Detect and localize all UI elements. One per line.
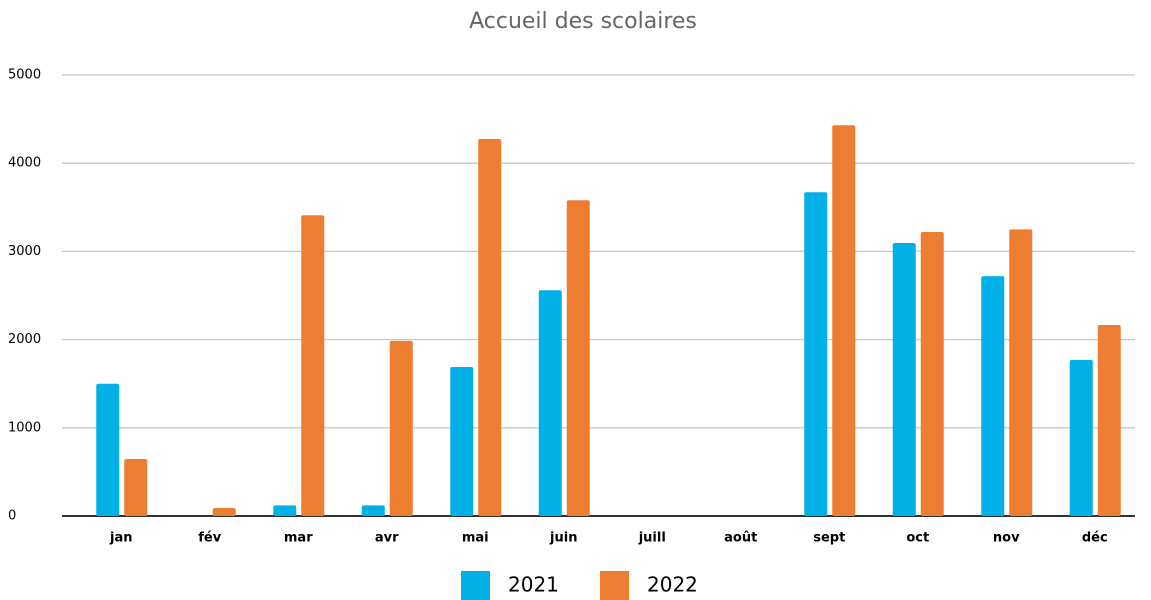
- x-tick-label: jan: [109, 531, 132, 546]
- bar: [124, 459, 148, 516]
- bar: [478, 138, 502, 516]
- x-tick-label: juin: [549, 531, 577, 546]
- chart-title: Accueil des scolaires: [469, 9, 697, 34]
- bar: [1097, 325, 1121, 516]
- y-tick-label: 1000: [8, 420, 41, 435]
- y-tick-label: 0: [8, 509, 16, 524]
- bar: [361, 505, 385, 516]
- bar: [389, 340, 413, 516]
- bar: [450, 366, 474, 516]
- bar: [981, 276, 1005, 516]
- bar: [1009, 229, 1033, 516]
- x-tick-label: déc: [1082, 531, 1108, 546]
- bar: [804, 192, 828, 516]
- bar: [892, 243, 916, 516]
- legend-label: 2022: [647, 573, 698, 597]
- bar: [832, 125, 856, 517]
- x-tick-label: juill: [638, 531, 666, 546]
- x-tick-label: août: [724, 531, 757, 546]
- x-tick-label: nov: [993, 531, 1020, 546]
- bar: [273, 505, 297, 516]
- y-tick-label: 3000: [8, 244, 41, 259]
- x-tick-label: fév: [198, 531, 221, 546]
- x-tick-label: sept: [813, 531, 845, 546]
- legend-swatch: [600, 571, 629, 600]
- x-tick-label: mai: [462, 531, 489, 546]
- bar: [96, 383, 120, 516]
- bar: [301, 215, 325, 516]
- legend-label: 2021: [508, 573, 559, 597]
- bar: [538, 290, 562, 516]
- x-tick-label: avr: [375, 531, 399, 546]
- bar: [212, 508, 236, 516]
- y-tick-label: 4000: [8, 156, 41, 171]
- x-tick-label: oct: [906, 531, 929, 546]
- legend-swatch: [461, 571, 490, 600]
- y-tick-label: 2000: [8, 332, 41, 347]
- bar: [920, 231, 944, 516]
- x-tick-label: mar: [284, 531, 313, 546]
- bar: [1069, 359, 1093, 516]
- bar: [566, 200, 590, 516]
- y-tick-label: 5000: [8, 68, 41, 83]
